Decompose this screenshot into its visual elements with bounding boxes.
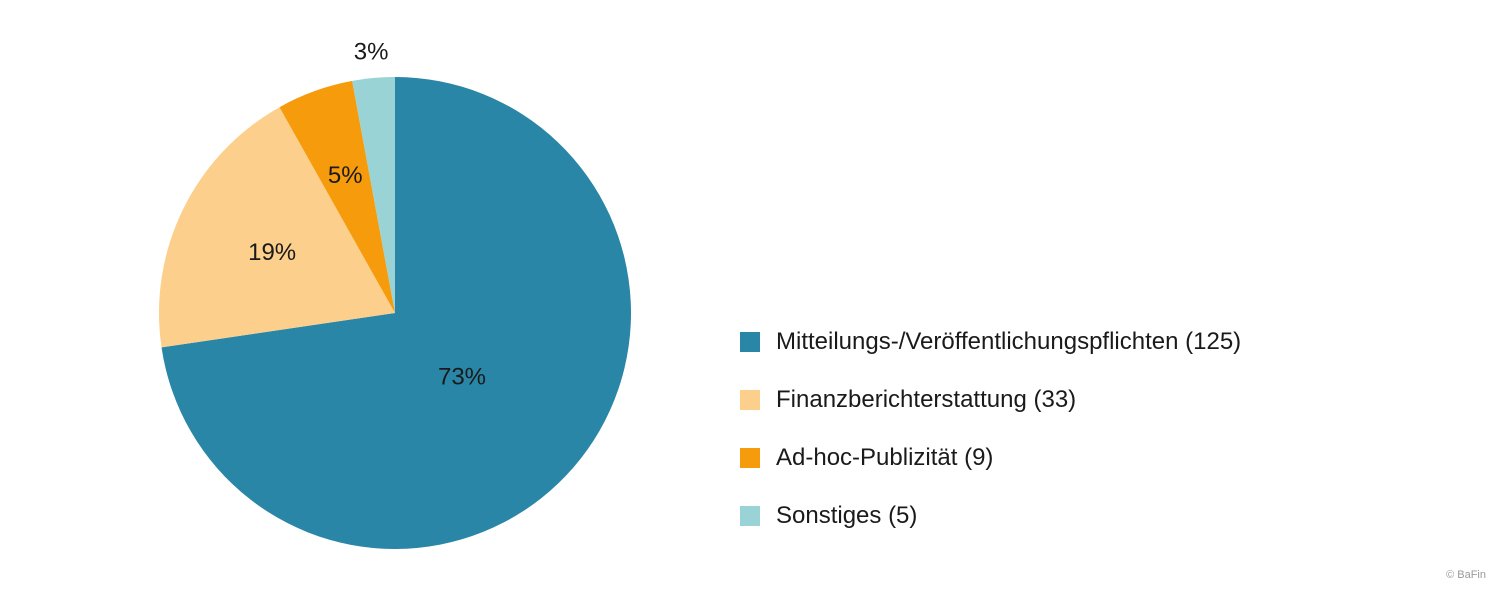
legend-swatch bbox=[740, 390, 760, 410]
copyright-credit: © BaFin bbox=[1446, 569, 1486, 581]
legend-item: Mitteilungs-/Veröffentlichungspflichten … bbox=[740, 313, 1241, 371]
pie-slice bbox=[161, 77, 631, 550]
slice-percent-label: 19% bbox=[248, 239, 296, 266]
legend-label: Sonstiges (5) bbox=[776, 502, 918, 529]
legend-swatch bbox=[740, 448, 760, 468]
pie-slice bbox=[159, 107, 395, 348]
legend-swatch bbox=[740, 332, 760, 352]
slice-percent-label: 5% bbox=[328, 162, 363, 189]
legend-label: Finanzberichterstattung (33) bbox=[776, 386, 1077, 413]
legend-label: Ad-hoc-Publizität (9) bbox=[776, 444, 994, 471]
pie-slices bbox=[159, 77, 631, 550]
pie-slice bbox=[352, 77, 395, 313]
legend-item: Sonstiges (5) bbox=[740, 487, 1241, 545]
pie-slice-labels: 73% 19% 5% 3% bbox=[248, 39, 486, 391]
legend-item: Ad-hoc-Publizität (9) bbox=[740, 429, 1241, 487]
pie-slice bbox=[279, 80, 395, 314]
slice-percent-label: 73% bbox=[438, 364, 486, 391]
legend-swatch bbox=[740, 506, 760, 526]
legend-item: Finanzberichterstattung (33) bbox=[740, 371, 1241, 429]
slice-percent-label: 3% bbox=[354, 39, 389, 66]
chart-legend: Mitteilungs-/Veröffentlichungspflichten … bbox=[740, 313, 1241, 545]
legend-label: Mitteilungs-/Veröffentlichungspflichten … bbox=[776, 328, 1242, 355]
